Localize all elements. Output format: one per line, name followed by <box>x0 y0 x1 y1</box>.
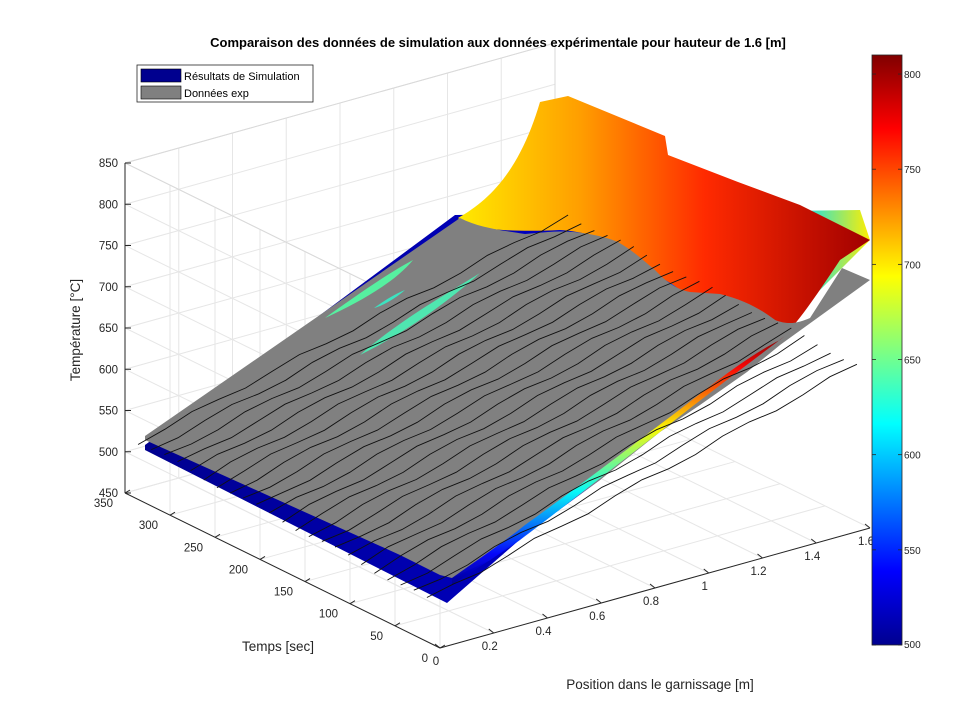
z-tick-label: 850 <box>99 158 118 170</box>
x-tick-label: 0.2 <box>482 641 498 653</box>
time-contour-line <box>426 363 858 598</box>
x-tick-label: 1.6 <box>858 536 874 548</box>
legend-swatch-simulation <box>140 68 182 83</box>
y-tick-label: 300 <box>139 520 158 532</box>
simulation-rim <box>452 336 785 585</box>
z-tick-label: 700 <box>99 282 118 294</box>
experimental-time-lines <box>137 214 858 598</box>
legend-swatch-exp <box>140 85 182 100</box>
x-tick <box>757 553 763 559</box>
legend-label-simulation: Résultats de Simulation <box>184 71 300 83</box>
y-tick <box>439 644 446 649</box>
colorbar-gradient <box>871 54 903 646</box>
x-tick <box>488 628 495 634</box>
x-tick <box>864 523 871 529</box>
time-contour-line <box>321 312 753 542</box>
colorbar-ticks: 500 550 600 650 700 750 800 <box>872 70 921 651</box>
y-axis-label: Temps [sec] <box>242 639 314 654</box>
x-tick-label: 1.2 <box>751 566 767 578</box>
time-contour-line <box>308 304 740 537</box>
y-tick-label: 50 <box>370 631 383 643</box>
y-tick-label: 150 <box>274 587 293 599</box>
z-tick-label: 650 <box>99 323 118 335</box>
colorbar-tick-label: 600 <box>904 451 921 462</box>
y-tick-label: 250 <box>184 542 203 554</box>
z-tick-label: 550 <box>99 406 118 418</box>
time-contour-line <box>190 239 621 471</box>
time-contour-line <box>374 335 805 574</box>
x-tick <box>703 568 710 574</box>
colorbar-tick-label: 750 <box>904 165 921 176</box>
grid-line-x <box>178 477 494 634</box>
time-contour-line <box>413 359 844 591</box>
legend: Résultats de Simulation Données exp <box>136 64 314 103</box>
time-contour-line <box>242 271 674 499</box>
time-contour-line <box>361 327 792 565</box>
y-tick <box>259 555 266 560</box>
time-contour-line <box>137 214 569 445</box>
time-contour-line <box>229 263 661 494</box>
z-tick-label: 750 <box>99 241 118 253</box>
x-tick <box>434 643 441 649</box>
z-tick-label: 800 <box>99 199 118 211</box>
time-contour-line <box>203 246 635 481</box>
x-tick <box>649 583 656 589</box>
x-tick-label: 0.6 <box>589 611 605 623</box>
colorbar-tick-label: 550 <box>904 546 921 557</box>
x-tick <box>595 598 602 604</box>
time-contour-line <box>269 280 700 514</box>
colorbar-tick-label: 500 <box>904 640 921 651</box>
x-tick-label: 0.4 <box>536 626 553 638</box>
simulation-patch-2 <box>374 290 405 308</box>
legend-label-exp: Données exp <box>184 88 249 100</box>
time-contour-line <box>216 254 648 489</box>
time-contour-line <box>256 276 687 505</box>
time-contour-line <box>151 223 582 451</box>
y-tick-label: 350 <box>94 498 113 510</box>
y-tick-label: 100 <box>319 609 338 621</box>
z-axis-label: Température [°C] <box>68 279 83 381</box>
x-axis-label: Position dans le garnissage [m] <box>566 677 754 692</box>
simulation-surface-hot <box>458 96 870 335</box>
time-contour-line <box>400 352 831 586</box>
grid-line-y <box>394 505 826 627</box>
colorbar-tick-label: 650 <box>904 356 921 367</box>
colorbar-tick-label: 700 <box>904 260 921 271</box>
chart-title: Comparaison des données de simulation au… <box>210 35 786 50</box>
y-tick <box>394 622 401 627</box>
colorbar: 500 550 600 650 700 750 800 <box>871 54 921 651</box>
x-tick <box>542 613 548 619</box>
y-tick <box>169 511 176 516</box>
surfaces <box>137 96 870 603</box>
box-edge <box>124 42 556 164</box>
time-contour-line <box>347 322 779 556</box>
simulation-patch-3 <box>360 273 480 355</box>
x-tick-label: 1 <box>702 581 708 593</box>
z-tick-label: 500 <box>99 447 118 459</box>
simulation-patch-1 <box>325 260 413 318</box>
z-tick-label: 600 <box>99 364 118 376</box>
axes: 0 0.2 0.4 0.6 0.8 1 1.2 1.4 1.6 0 50 100 150 200 250 30… <box>94 158 874 668</box>
x-tick-label: 1.4 <box>804 551 821 563</box>
y-tick <box>214 533 221 538</box>
time-contour-line <box>334 317 766 548</box>
y-tick-label: 0 <box>422 653 428 665</box>
time-contour-line <box>295 294 726 531</box>
time-contour-line <box>282 286 713 523</box>
y-tick <box>304 578 311 583</box>
x-tick-label: 0.8 <box>643 596 659 608</box>
x-tick <box>810 538 817 544</box>
y-tick-label: 200 <box>229 564 248 576</box>
x-tick-label: 0 <box>433 656 439 668</box>
y-axis-line <box>124 492 441 649</box>
time-contour-line <box>387 344 818 581</box>
y-tick <box>349 600 356 605</box>
time-contour-line <box>177 234 608 463</box>
time-contour-line <box>164 230 595 456</box>
colorbar-tick-label: 800 <box>904 70 921 81</box>
z-tick-label: 450 <box>99 488 118 500</box>
